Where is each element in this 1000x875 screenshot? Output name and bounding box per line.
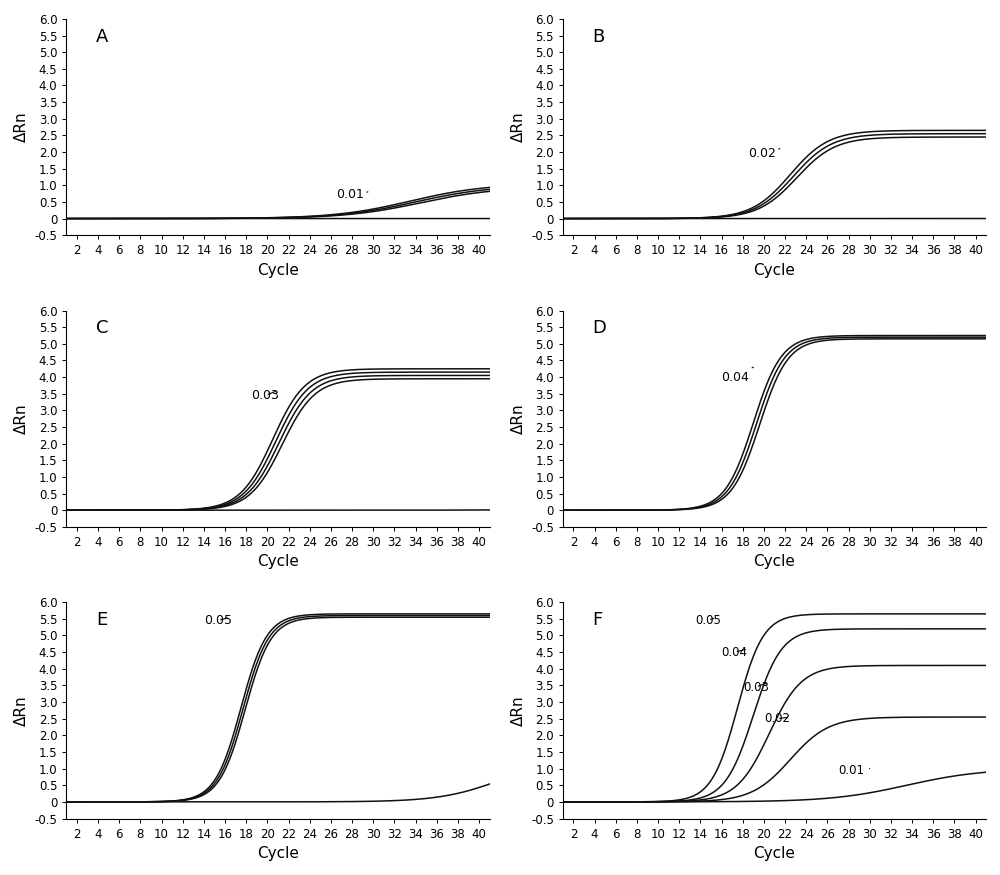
X-axis label: Cycle: Cycle [257, 846, 299, 861]
Text: A: A [96, 27, 108, 46]
Text: D: D [593, 319, 606, 337]
X-axis label: Cycle: Cycle [754, 555, 795, 570]
Text: E: E [96, 611, 107, 629]
Text: F: F [593, 611, 603, 629]
Y-axis label: ΔRn: ΔRn [510, 112, 525, 143]
Text: 0.02: 0.02 [748, 147, 780, 160]
Text: C: C [96, 319, 108, 337]
X-axis label: Cycle: Cycle [754, 846, 795, 861]
Y-axis label: ΔRn: ΔRn [510, 403, 525, 434]
Text: 0.01: 0.01 [336, 188, 368, 201]
Text: 0.01: 0.01 [838, 764, 870, 777]
Text: 0.05: 0.05 [695, 614, 721, 627]
Text: 0.03: 0.03 [252, 388, 279, 402]
Text: 0.02: 0.02 [764, 712, 790, 725]
X-axis label: Cycle: Cycle [257, 555, 299, 570]
Text: 0.03: 0.03 [743, 681, 769, 694]
Text: 0.04: 0.04 [722, 368, 753, 383]
Y-axis label: ΔRn: ΔRn [14, 695, 29, 725]
Y-axis label: ΔRn: ΔRn [510, 695, 525, 725]
X-axis label: Cycle: Cycle [754, 262, 795, 277]
X-axis label: Cycle: Cycle [257, 262, 299, 277]
Text: 0.05: 0.05 [204, 614, 232, 627]
Y-axis label: ΔRn: ΔRn [14, 403, 29, 434]
Y-axis label: ΔRn: ΔRn [14, 112, 29, 143]
Text: B: B [593, 27, 605, 46]
Text: 0.04: 0.04 [722, 646, 748, 659]
